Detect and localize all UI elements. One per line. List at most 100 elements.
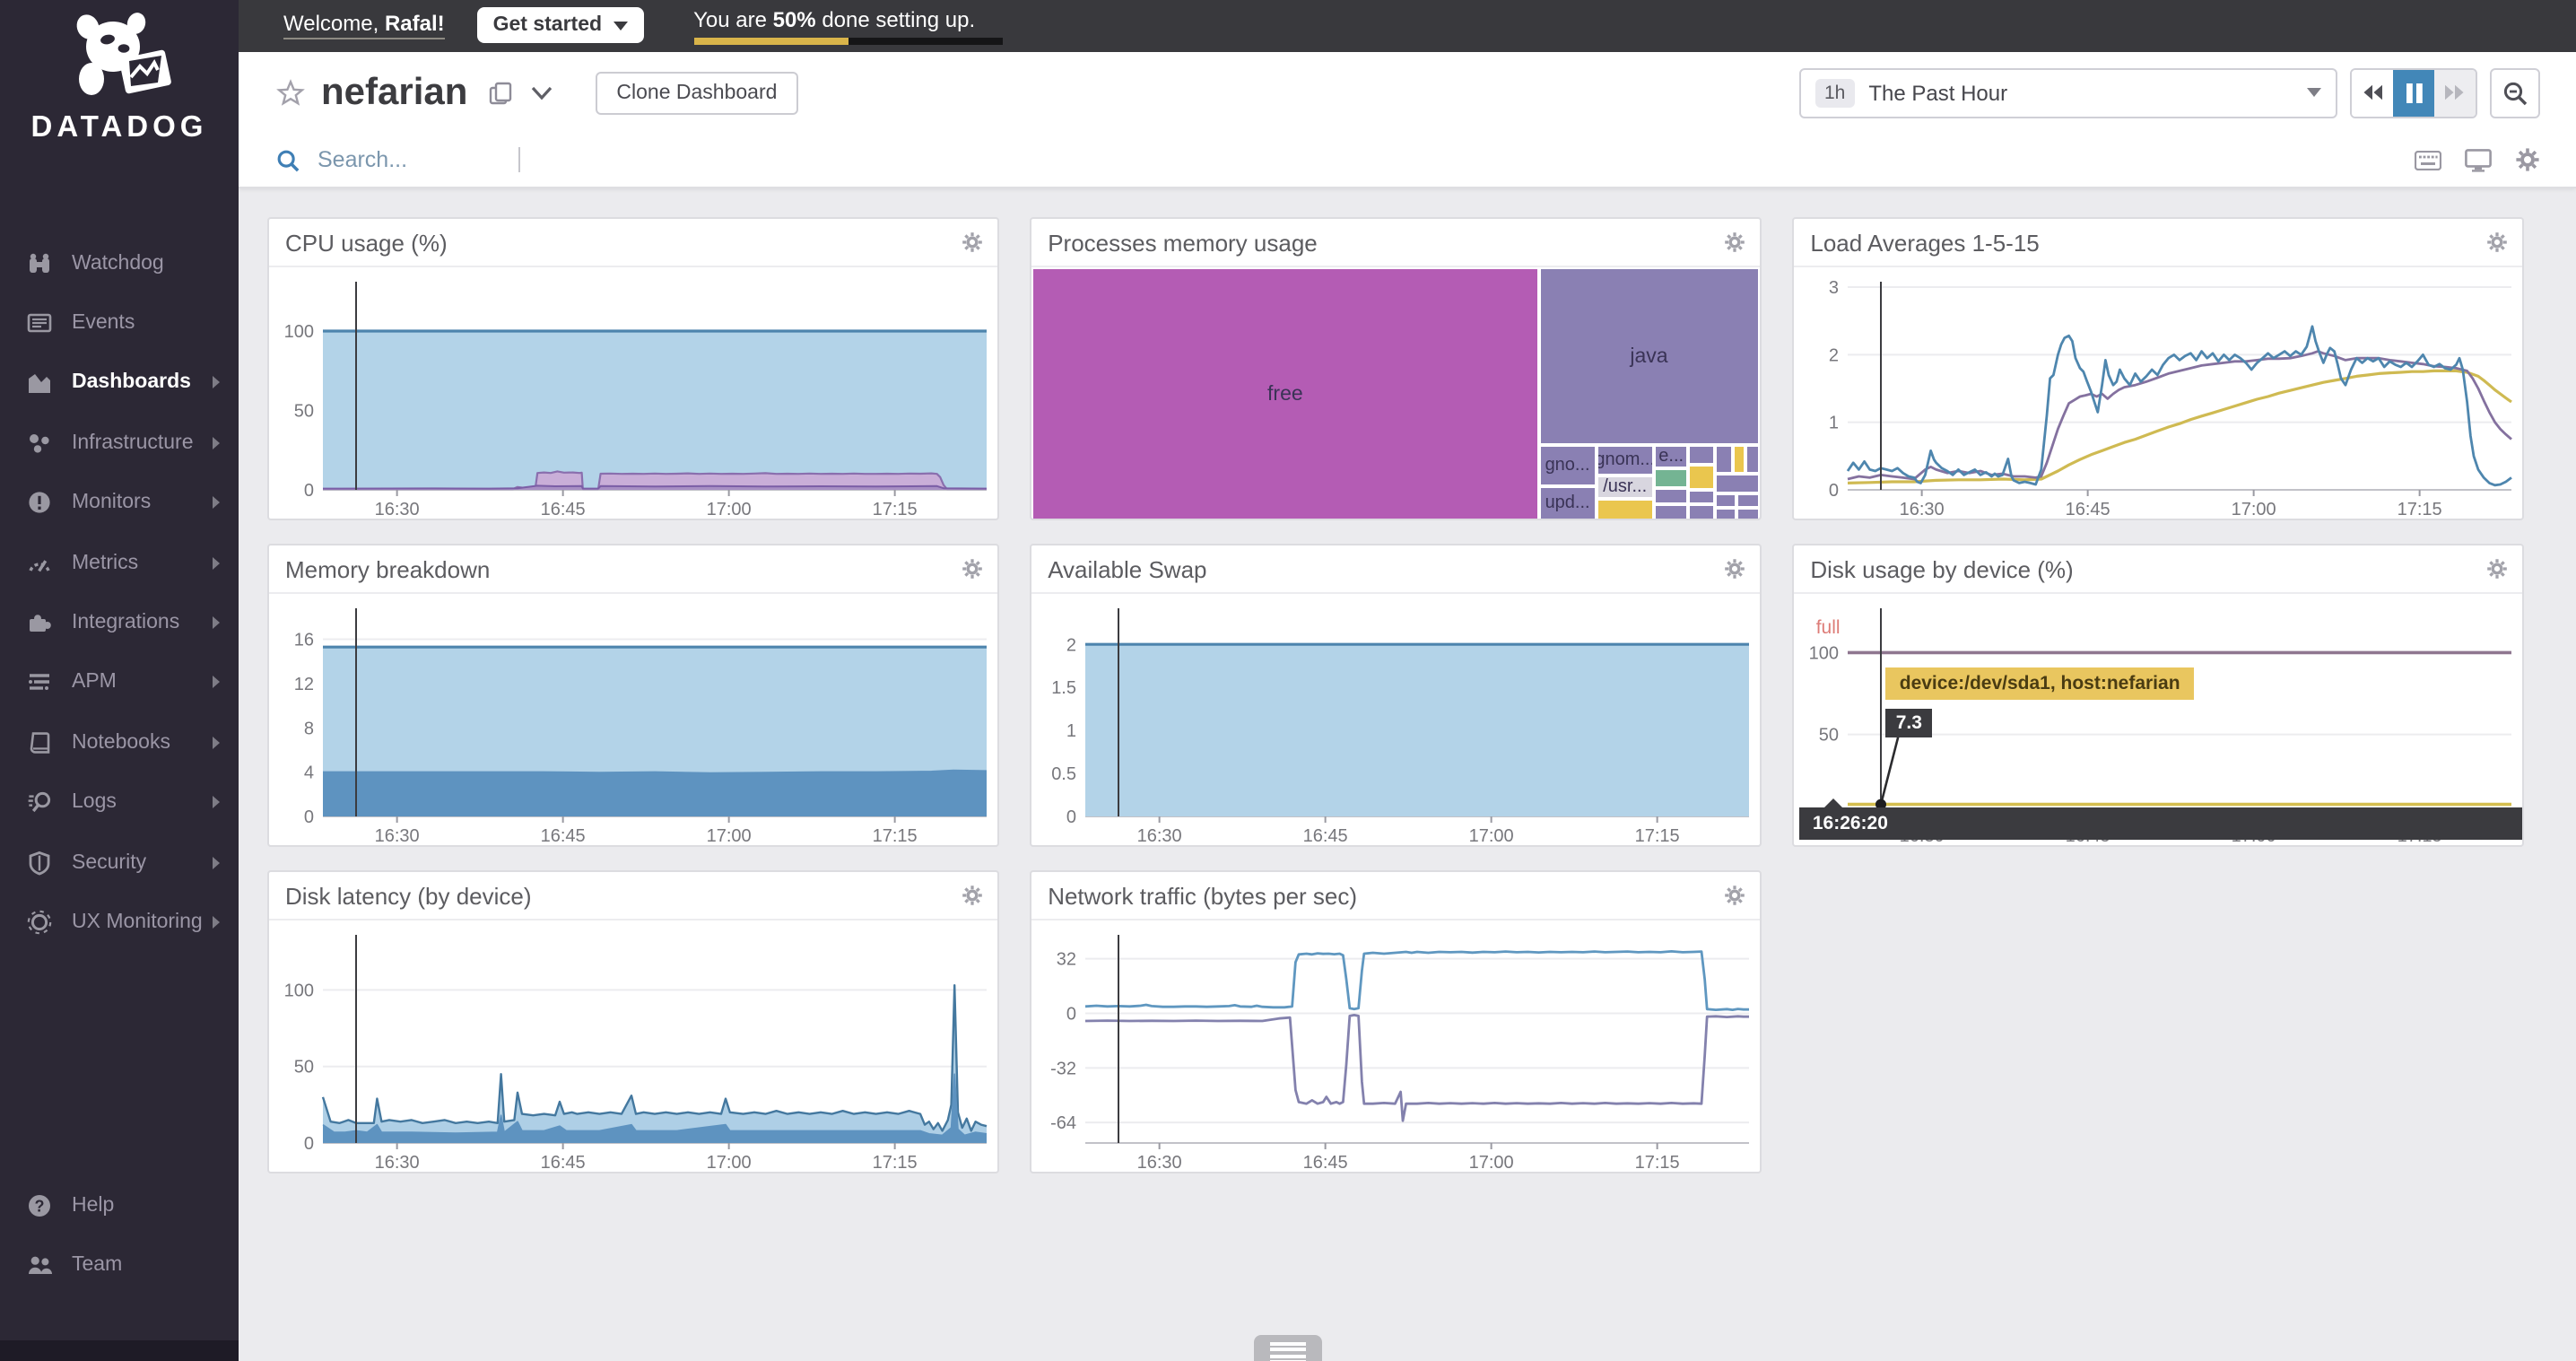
widget-title-bar: Network traffic (bytes per sec) xyxy=(1031,872,1759,920)
sidebar-item-metrics[interactable]: Metrics xyxy=(0,533,239,593)
datadog-logo[interactable]: DATADOG xyxy=(0,11,239,145)
sidebar-item-label: Logs xyxy=(72,791,117,813)
gear-icon[interactable] xyxy=(1723,231,1745,253)
treemap-node[interactable] xyxy=(1689,464,1715,489)
datadog-app: Welcome, Rafal! Get started You are 50% … xyxy=(0,0,2576,1361)
svg-text:100: 100 xyxy=(284,322,314,342)
treemap-node-free[interactable]: free xyxy=(1031,267,1538,519)
star-icon[interactable] xyxy=(276,78,305,107)
svg-text:1.5: 1.5 xyxy=(1051,678,1076,698)
sidebar-item-watchdog[interactable]: Watchdog xyxy=(0,233,239,293)
sidebar-item-label: Watchdog xyxy=(72,252,164,274)
svg-text:16:45: 16:45 xyxy=(1303,826,1348,846)
treemap-node[interactable] xyxy=(1715,507,1736,519)
sidebar-item-infrastructure[interactable]: Infrastructure xyxy=(0,413,239,473)
treemap-node-usr[interactable]: /usr... xyxy=(1597,475,1654,498)
svg-text:17:00: 17:00 xyxy=(707,500,752,519)
chevron-down-icon[interactable] xyxy=(530,85,552,100)
widget-card-cpu-usage: CPU usage (%)05010016:3016:4517:0017:15 xyxy=(267,217,998,519)
sidebar-item-apm[interactable]: APM xyxy=(0,652,239,712)
treemap-node[interactable] xyxy=(1736,507,1759,519)
treemap-node[interactable] xyxy=(1715,493,1736,508)
treemap-node[interactable] xyxy=(1689,446,1715,464)
widget-card-disk-usage-by-device: Disk usage by device (%)05010016:3016:45… xyxy=(1792,544,2523,846)
widget-title: Load Averages 1-5-15 xyxy=(1810,229,2039,256)
gear-icon[interactable] xyxy=(961,885,982,906)
widget-title-bar: Memory breakdown xyxy=(269,545,996,594)
treemap-node[interactable] xyxy=(1715,473,1759,493)
treemap-node-gno[interactable]: gno... xyxy=(1539,446,1597,487)
sidebar-item-dashboards[interactable]: Dashboards xyxy=(0,353,239,414)
treemap-node[interactable] xyxy=(1746,446,1760,473)
gear-icon[interactable] xyxy=(961,558,982,580)
gear-icon[interactable] xyxy=(2486,231,2508,253)
widget-card-available-swap: Available Swap00.511.5216:3016:4517:0017… xyxy=(1030,544,1761,846)
logs-icon xyxy=(27,790,52,815)
sidebar-item-label: Metrics xyxy=(72,552,138,573)
gear-icon[interactable] xyxy=(2486,558,2508,580)
svg-text:0: 0 xyxy=(304,481,314,501)
sidebar-item-notebooks[interactable]: Notebooks xyxy=(0,712,239,772)
sidebar-item-security[interactable]: Security xyxy=(0,833,239,893)
svg-text:50: 50 xyxy=(294,401,314,421)
metrics-icon xyxy=(27,550,52,575)
timeseries-chart: 05010016:3016:4517:0017:15 xyxy=(269,920,996,1173)
treemap-node[interactable] xyxy=(1689,505,1715,519)
gear-icon[interactable] xyxy=(1723,558,1745,580)
sidebar-item-help[interactable]: ?Help xyxy=(0,1175,239,1235)
welcome-link[interactable]: Welcome, Rafal! xyxy=(283,12,445,40)
sidebar-footer-menu: ?HelpTeam xyxy=(0,1175,239,1296)
treemap-node[interactable] xyxy=(1654,489,1689,505)
svg-text:17:00: 17:00 xyxy=(707,1153,752,1173)
gear-icon[interactable] xyxy=(1723,885,1745,906)
clone-dashboard-button[interactable]: Clone Dashboard xyxy=(595,71,798,114)
widget-card-load-averages-1-5-15: Load Averages 1-5-15 012316:3016:4517:001… xyxy=(1792,217,2523,519)
tv-mode-icon[interactable] xyxy=(2465,148,2492,171)
treemap-node[interactable] xyxy=(1732,446,1745,473)
dashboard-header: nefarian Clone Dashboard 1h The Past Hou… xyxy=(239,51,2576,188)
time-range-select[interactable]: 1h The Past Hour xyxy=(1799,67,2337,118)
gear-icon[interactable] xyxy=(961,231,982,253)
chevron-right-icon xyxy=(212,736,221,750)
sidebar-item-logs[interactable]: Logs xyxy=(0,772,239,833)
apm-icon xyxy=(27,670,52,695)
sidebar-item-monitors[interactable]: Monitors xyxy=(0,473,239,533)
rewind-button[interactable] xyxy=(2352,69,2393,116)
treemap-node-gnom[interactable]: gnom... xyxy=(1597,446,1654,475)
gear-icon[interactable] xyxy=(2515,147,2540,172)
time-range-label: The Past Hour xyxy=(1868,80,2007,105)
time-controls: 1h The Past Hour xyxy=(1799,67,2540,118)
top-setup-bar: Welcome, Rafal! Get started You are 50% … xyxy=(239,0,2576,51)
svg-text:16:30: 16:30 xyxy=(375,500,420,519)
timeseries-chart: 012316:3016:4517:0017:15 xyxy=(1794,267,2521,519)
help-icon: ? xyxy=(27,1192,52,1217)
treemap-node-java[interactable]: java xyxy=(1539,267,1760,446)
sidebar-item-integrations[interactable]: Integrations xyxy=(0,593,239,653)
get-started-button[interactable]: Get started xyxy=(477,8,643,44)
svg-text:0: 0 xyxy=(1066,1004,1076,1024)
keyboard-shortcuts-icon[interactable] xyxy=(2415,150,2441,170)
event-stream-drawer-button[interactable] xyxy=(1254,1335,1322,1361)
copy-icon[interactable] xyxy=(487,80,512,105)
pause-button[interactable] xyxy=(2393,69,2434,116)
fast-forward-button[interactable] xyxy=(2434,69,2476,116)
treemap-node[interactable] xyxy=(1654,504,1689,519)
dashboard-grid: CPU usage (%)05010016:3016:4517:0017:15P… xyxy=(239,188,2576,1361)
widget-card-memory-breakdown: Memory breakdown048121616:3016:4517:0017… xyxy=(267,544,998,846)
svg-text:16:30: 16:30 xyxy=(1137,826,1182,846)
treemap-node[interactable] xyxy=(1654,469,1689,489)
search-input[interactable] xyxy=(314,145,518,174)
treemap-node[interactable] xyxy=(1689,490,1715,505)
treemap-node-e[interactable]: e... xyxy=(1654,446,1689,469)
treemap-node[interactable] xyxy=(1715,446,1732,473)
sidebar-item-ux-monitoring[interactable]: UX Monitoring xyxy=(0,893,239,953)
sidebar-item-team[interactable]: Team xyxy=(0,1235,239,1296)
zoom-out-button[interactable] xyxy=(2490,67,2540,118)
sidebar-item-events[interactable]: Events xyxy=(0,293,239,353)
widget-title: Disk usage by device (%) xyxy=(1810,555,2073,582)
security-icon xyxy=(27,850,52,875)
treemap-node[interactable] xyxy=(1736,493,1759,508)
main-content: nefarian Clone Dashboard 1h The Past Hou… xyxy=(239,51,2576,1361)
treemap-node-upd[interactable]: upd... xyxy=(1539,487,1597,519)
treemap-node[interactable] xyxy=(1597,499,1654,520)
